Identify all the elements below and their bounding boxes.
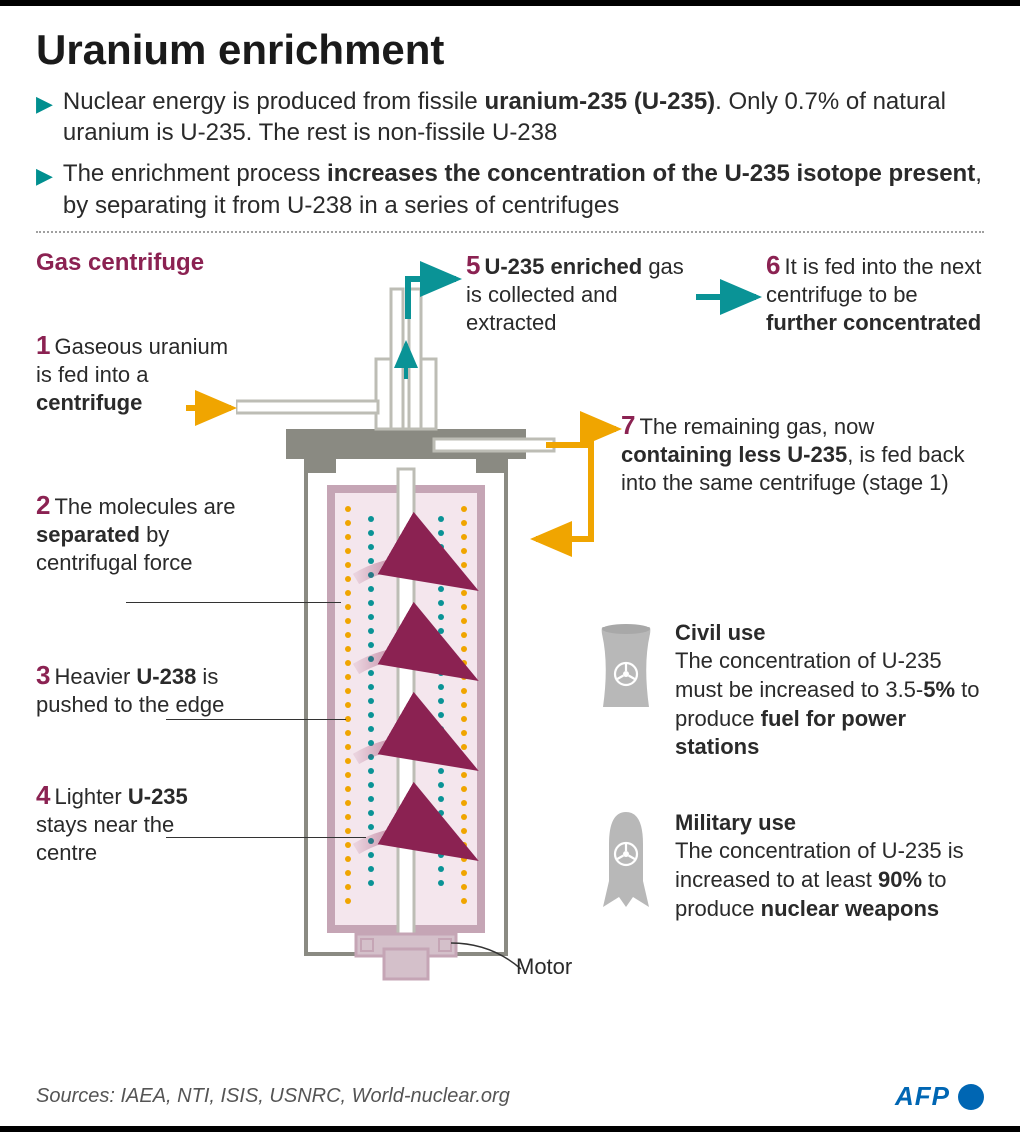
page-title: Uranium enrichment <box>36 26 984 74</box>
step-num-6: 6 <box>766 250 780 280</box>
step-3: 3Heavier U-238 is pushed to the edge <box>36 659 236 719</box>
step-6: 6It is fed into the next centrifuge to b… <box>766 249 986 337</box>
step-5: 5U-235 enriched gas is collected and ext… <box>466 249 686 337</box>
step-1-text: Gaseous uranium is fed into a centrifuge <box>36 334 228 415</box>
afp-logo: AFP <box>895 1081 984 1112</box>
step-4: 4Lighter U-235 stays near the centre <box>36 779 236 867</box>
step-7: 7The remaining gas, now containing less … <box>621 409 971 497</box>
afp-circle-icon <box>958 1084 984 1110</box>
bullet-2-text: The enrichment process increases the con… <box>63 158 984 220</box>
afp-text: AFP <box>895 1081 950 1112</box>
step-4-text: Lighter U-235 stays near the centre <box>36 784 188 865</box>
bullet-1-text: Nuclear energy is produced from fissile … <box>63 86 984 148</box>
triangle-icon: ▶ <box>36 162 53 191</box>
military-use-title: Military use <box>675 809 991 838</box>
cooling-tower-icon <box>591 619 661 719</box>
military-use-block: Military use The concentration of U-235 … <box>591 809 991 923</box>
civil-use-block: Civil use The concentration of U-235 mus… <box>591 619 991 762</box>
military-use-body: The concentration of U-235 is increased … <box>675 838 964 920</box>
motor-label: Motor <box>516 954 572 980</box>
step-2-text: The molecules are separated by centrifug… <box>36 494 235 575</box>
step-7-text: The remaining gas, now containing less U… <box>621 414 965 495</box>
civil-use-title: Civil use <box>675 619 991 648</box>
step-2: 2The molecules are separated by centrifu… <box>36 489 236 577</box>
sources-text: Sources: IAEA, NTI, ISIS, USNRC, World-n… <box>36 1085 510 1108</box>
divider <box>36 231 984 233</box>
step-1: 1Gaseous uranium is fed into a centrifug… <box>36 329 246 417</box>
civil-use-text: Civil use The concentration of U-235 mus… <box>675 619 991 762</box>
content-area: Uranium enrichment ▶ Nuclear energy is p… <box>0 6 1020 1126</box>
step-6-text: It is fed into the next centrifuge to be… <box>766 254 981 335</box>
leader-line <box>166 719 346 720</box>
military-use-text: Military use The concentration of U-235 … <box>675 809 991 923</box>
triangle-icon: ▶ <box>36 90 53 119</box>
step-num-3: 3 <box>36 660 50 690</box>
bullet-1: ▶ Nuclear energy is produced from fissil… <box>36 86 984 148</box>
step-num-4: 4 <box>36 780 50 810</box>
diagram: Gas centrifuge <box>36 249 984 1069</box>
step-num-5: 5 <box>466 250 480 280</box>
bomb-icon <box>591 809 661 919</box>
step-5-text: U-235 enriched gas is collected and extr… <box>466 254 684 335</box>
step-num-2: 2 <box>36 490 50 520</box>
step-num-7: 7 <box>621 410 635 440</box>
step-num-1: 1 <box>36 330 50 360</box>
bullet-2: ▶ The enrichment process increases the c… <box>36 158 984 220</box>
step-3-text: Heavier U-238 is pushed to the edge <box>36 664 224 718</box>
leader-line <box>126 602 341 603</box>
civil-use-body: The concentration of U-235 must be incre… <box>675 648 980 759</box>
bottom-bar <box>0 1126 1020 1132</box>
